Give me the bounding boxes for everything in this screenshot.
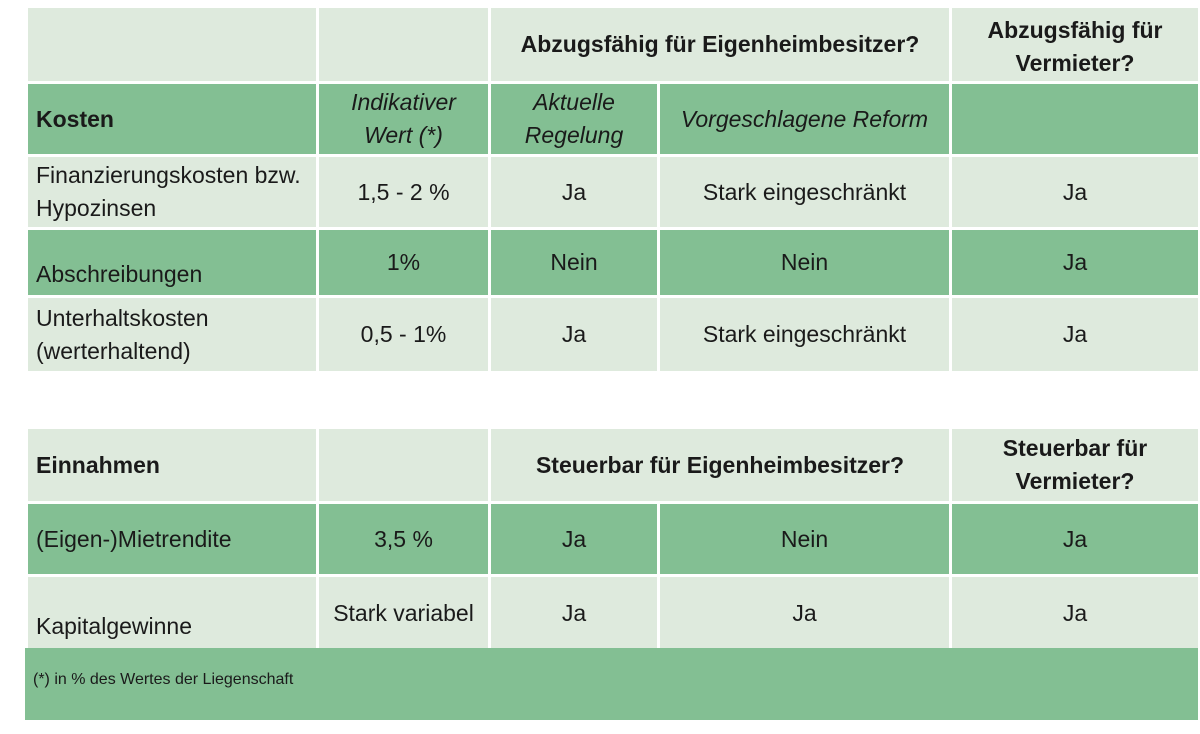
row-landlord: Ja xyxy=(949,295,1200,374)
income-label-header: Einnahmen xyxy=(25,426,319,504)
row-current: Ja xyxy=(488,295,660,374)
empty-cell xyxy=(316,426,491,504)
row-current: Nein xyxy=(488,227,660,298)
row-value: Stark variabel xyxy=(316,574,491,652)
table-row: Kapitalgewinne Stark variabel Ja Ja Ja xyxy=(25,574,1200,652)
row-label: Unterhaltskosten (werterhaltend) xyxy=(25,295,319,374)
income-header-row: Einnahmen Steuerbar für Eigenheimbesitze… xyxy=(25,426,1200,504)
row-value: 1% xyxy=(316,227,491,298)
row-current: Ja xyxy=(488,501,660,577)
row-label: Finanzierungskosten bzw. Hypozinsen xyxy=(25,154,319,230)
row-reform: Stark eingeschränkt xyxy=(657,295,952,374)
costs-label-header: Kosten xyxy=(25,81,319,157)
footnote: (*) in % des Wertes der Liegenschaft xyxy=(25,648,1198,720)
indicative-value-header: Indikativer Wert (*) xyxy=(316,81,491,157)
landlord-taxable-header: Steuerbar für Vermieter? xyxy=(949,426,1200,504)
owner-taxable-header: Steuerbar für Eigenheimbesitzer? xyxy=(488,426,952,504)
row-value: 1,5 - 2 % xyxy=(316,154,491,230)
costs-sub-header-row: Kosten Indikativer Wert (*) Aktuelle Reg… xyxy=(25,81,1200,157)
table-row: (Eigen-)Mietrendite 3,5 % Ja Nein Ja xyxy=(25,501,1200,577)
table-row: Finanzierungskosten bzw. Hypozinsen 1,5 … xyxy=(25,154,1200,230)
row-landlord: Ja xyxy=(949,501,1200,577)
row-reform: Stark eingeschränkt xyxy=(657,154,952,230)
row-label: (Eigen-)Mietrendite xyxy=(25,501,319,577)
income-table: Einnahmen Steuerbar für Eigenheimbesitze… xyxy=(25,426,1200,652)
costs-table: Abzugsfähig für Eigenheimbesitzer? Abzug… xyxy=(25,5,1200,374)
costs-top-header-row: Abzugsfähig für Eigenheimbesitzer? Abzug… xyxy=(25,5,1200,84)
row-label: Kapitalgewinne xyxy=(25,574,319,652)
empty-cell xyxy=(949,81,1200,157)
row-landlord: Ja xyxy=(949,227,1200,298)
row-value: 0,5 - 1% xyxy=(316,295,491,374)
row-label: Abschreibungen xyxy=(25,227,319,298)
landlord-deductible-header: Abzugsfähig für Vermieter? xyxy=(949,5,1200,84)
owner-deductible-header: Abzugsfähig für Eigenheimbesitzer? xyxy=(488,5,952,84)
row-landlord: Ja xyxy=(949,574,1200,652)
empty-cell xyxy=(25,5,319,84)
row-reform: Ja xyxy=(657,574,952,652)
row-landlord: Ja xyxy=(949,154,1200,230)
empty-cell xyxy=(316,5,491,84)
row-reform: Nein xyxy=(657,227,952,298)
row-value: 3,5 % xyxy=(316,501,491,577)
row-current: Ja xyxy=(488,574,660,652)
current-rule-header: Aktuelle Regelung xyxy=(488,81,660,157)
row-reform: Nein xyxy=(657,501,952,577)
proposed-reform-header: Vorgeschlagene Reform xyxy=(657,81,952,157)
table-row: Abschreibungen 1% Nein Nein Ja xyxy=(25,227,1200,298)
row-current: Ja xyxy=(488,154,660,230)
table-row: Unterhaltskosten (werterhaltend) 0,5 - 1… xyxy=(25,295,1200,374)
